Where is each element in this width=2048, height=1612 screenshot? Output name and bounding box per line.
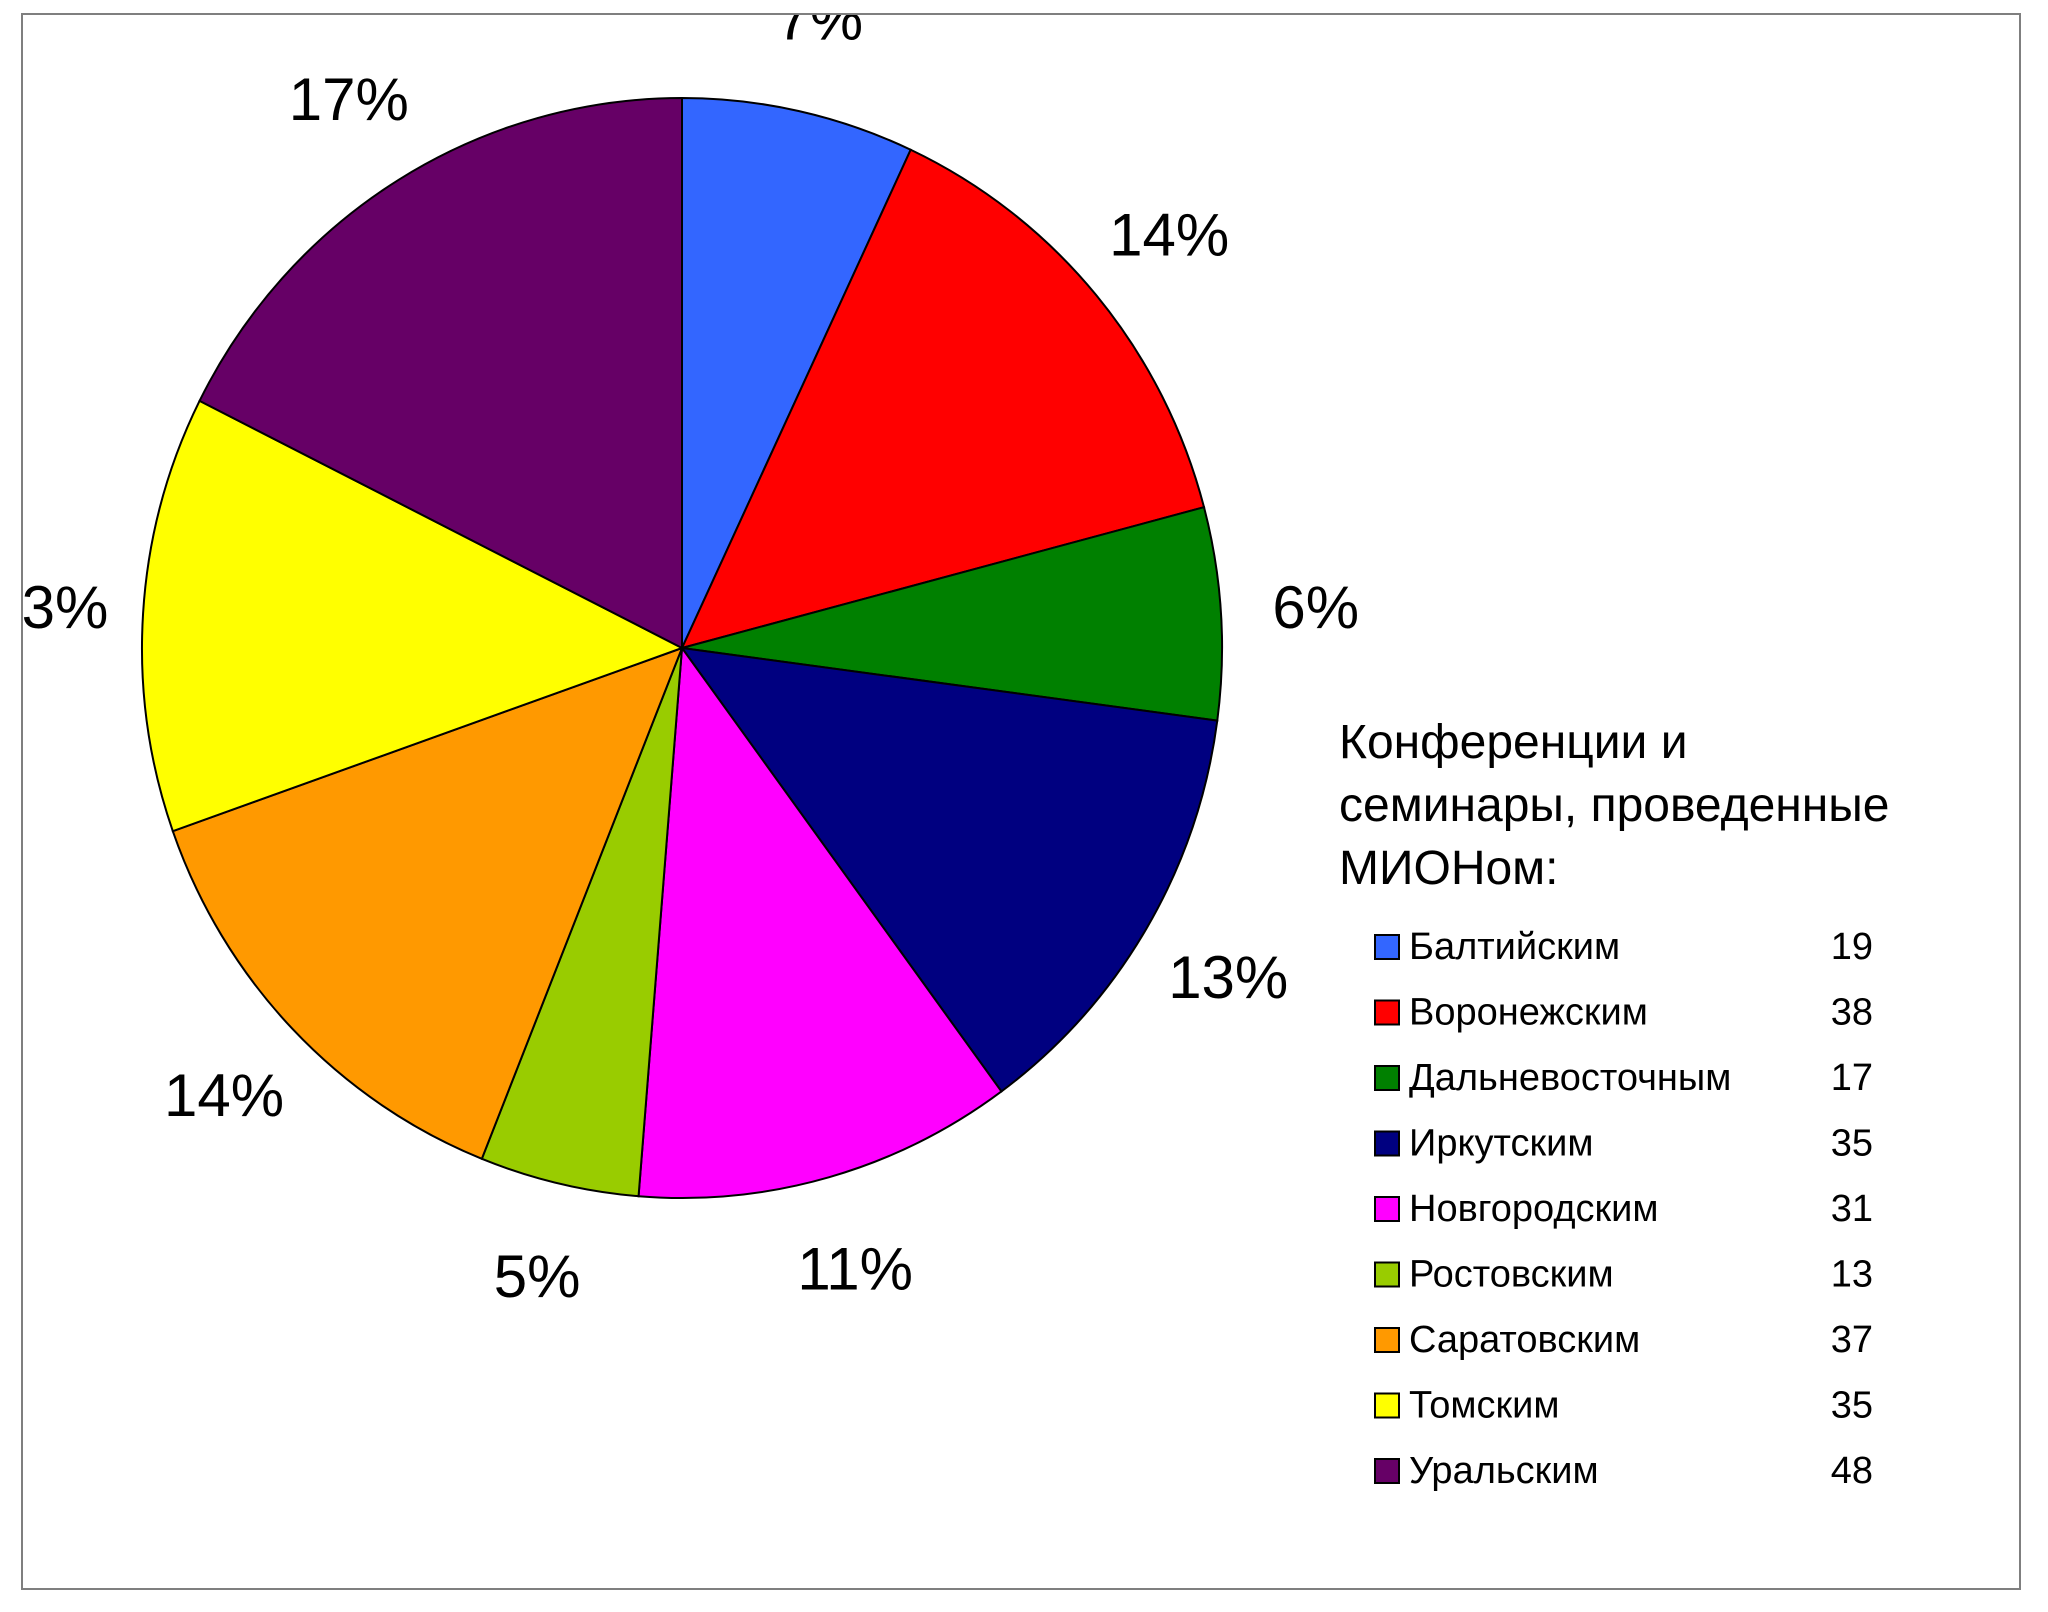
legend-value: 48	[1831, 1450, 1873, 1492]
pie-slice	[681, 505, 1224, 722]
legend-value: 35	[1831, 1123, 1873, 1165]
legend-label: Ростовским	[1409, 1254, 1614, 1296]
percent-label: 14%	[1109, 201, 1229, 268]
legend-value: 38	[1831, 992, 1873, 1034]
legend-swatch	[1374, 1458, 1400, 1484]
pie-slice	[679, 646, 1219, 1093]
legend-item: Саратовским 37	[1374, 1319, 1873, 1361]
legend-label: Саратовским	[1409, 1319, 1640, 1361]
legend-item: Томским 35	[1374, 1385, 1873, 1427]
percent-label: 11%	[797, 1236, 913, 1303]
legend-label: Томским	[1409, 1385, 1559, 1427]
legend-swatch	[1374, 1392, 1400, 1419]
legend-title-line-1: Конференции и	[1339, 716, 1688, 769]
percent-label: 14%	[164, 1062, 284, 1129]
legend: Конференции и семинары, проведенные МИОН…	[1339, 716, 1889, 1492]
legend-title-line-3: МИОНом:	[1339, 842, 1559, 895]
percent-labels: 7% 14% 6% 13% 11% 5% 14% 13% 17%	[23, 15, 1359, 1310]
legend-value: 19	[1831, 926, 1873, 968]
legend-value: 17	[1831, 1057, 1873, 1099]
pie-slices	[141, 96, 1224, 1199]
pie-slice	[198, 96, 683, 650]
legend-swatch	[1374, 1130, 1400, 1157]
legend-label: Уральским	[1409, 1450, 1599, 1492]
legend-swatch	[1374, 934, 1400, 960]
legend-swatch	[1374, 999, 1400, 1026]
percent-label: 7%	[776, 15, 863, 52]
legend-item: Новгородским 31	[1374, 1188, 1873, 1230]
legend-item: Ростовским 13	[1374, 1254, 1873, 1296]
pie-slice	[680, 148, 1206, 650]
legend-items: Балтийским 19 Воронежским 38 Дальневосточным…	[1374, 926, 1873, 1492]
legend-title-line-2: семинары, проведенные	[1339, 779, 1889, 832]
legend-swatch	[1374, 1261, 1400, 1288]
legend-value: 31	[1831, 1188, 1873, 1230]
legend-item: Дальневосточным 17	[1374, 1057, 1873, 1099]
percent-label: 6%	[1272, 574, 1359, 641]
legend-item: Иркутским 35	[1374, 1123, 1873, 1165]
legend-label: Воронежским	[1409, 992, 1648, 1034]
chart-frame: 7% 14% 6% 13% 11% 5% 14% 13% 17% Конференции и с…	[21, 13, 2021, 1590]
legend-label: Балтийским	[1409, 926, 1620, 968]
pie-slice	[171, 646, 684, 1161]
pie-slice	[480, 647, 683, 1198]
legend-value: 35	[1831, 1385, 1873, 1427]
percent-label: 13%	[23, 574, 108, 641]
legend-swatch	[1374, 1065, 1400, 1091]
legend-value: 37	[1831, 1319, 1873, 1361]
legend-item: Воронежским 38	[1374, 992, 1873, 1034]
legend-value: 13	[1831, 1254, 1873, 1296]
legend-label: Дальневосточным	[1409, 1057, 1731, 1099]
legend-item: Уральским 48	[1374, 1450, 1873, 1492]
legend-label: Новгородским	[1409, 1188, 1659, 1230]
legend-swatch	[1374, 1327, 1400, 1353]
percent-label: 5%	[494, 1243, 581, 1310]
pie-slice	[637, 645, 1003, 1199]
percent-label: 17%	[289, 66, 409, 133]
pie-slice	[141, 399, 685, 833]
percent-label: 13%	[1168, 944, 1288, 1011]
legend-item: Балтийским 19	[1374, 926, 1873, 968]
pie-chart: 7% 14% 6% 13% 11% 5% 14% 13% 17% Конференции и с…	[23, 15, 1889, 1492]
legend-swatch	[1374, 1196, 1400, 1222]
pie-slice	[681, 96, 913, 649]
legend-label: Иркутским	[1409, 1123, 1593, 1165]
